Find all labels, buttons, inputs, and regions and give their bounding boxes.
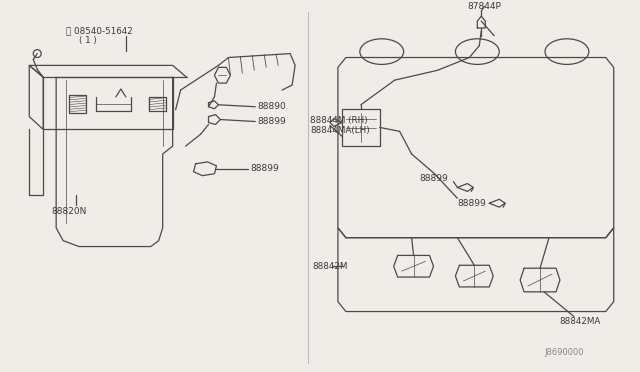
Text: J8690000: J8690000 — [544, 349, 584, 357]
Text: 88899: 88899 — [257, 117, 286, 126]
Text: 88899: 88899 — [458, 199, 486, 208]
Text: 88842M: 88842M — [312, 262, 348, 271]
Text: 88820N: 88820N — [51, 206, 86, 216]
Text: Ⓢ 08540-51642: Ⓢ 08540-51642 — [66, 26, 133, 35]
Text: 88844MA(LH): 88844MA(LH) — [310, 126, 370, 135]
Text: 88890: 88890 — [257, 102, 286, 111]
Text: 87844P: 87844P — [467, 2, 501, 11]
Text: ( 1 ): ( 1 ) — [79, 36, 97, 45]
Text: 88842MA: 88842MA — [559, 317, 600, 326]
Text: 88899: 88899 — [250, 164, 279, 173]
Text: 88844M (RH): 88844M (RH) — [310, 116, 368, 125]
Text: 88899: 88899 — [420, 174, 448, 183]
